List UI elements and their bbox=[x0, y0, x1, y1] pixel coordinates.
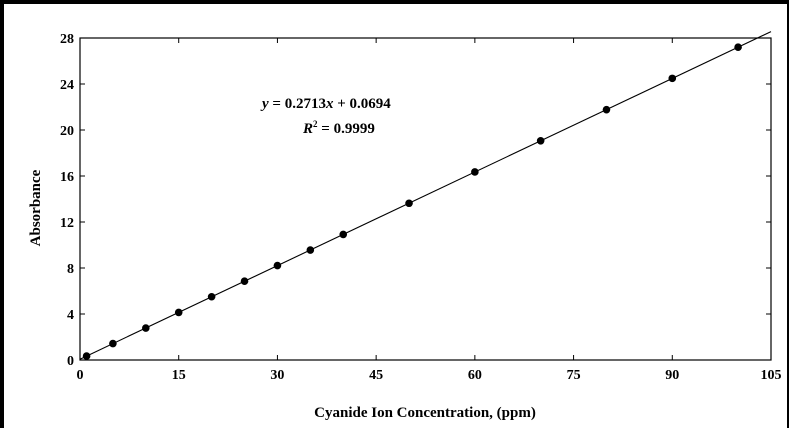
data-point bbox=[471, 168, 479, 176]
x-tick-label: 105 bbox=[761, 368, 782, 383]
y-tick-label: 24 bbox=[60, 78, 74, 93]
y-tick-label: 20 bbox=[60, 124, 74, 139]
data-point bbox=[273, 261, 282, 270]
data-point bbox=[405, 199, 413, 208]
data-point bbox=[602, 105, 611, 114]
y-tick-label: 4 bbox=[67, 308, 74, 323]
trendline bbox=[79, 31, 772, 360]
data-point bbox=[668, 74, 677, 83]
data-point bbox=[142, 324, 150, 332]
data-point bbox=[734, 43, 742, 51]
y-tick-label: 12 bbox=[60, 216, 74, 231]
plot-area bbox=[79, 37, 772, 361]
y-tick-label: 8 bbox=[67, 262, 74, 277]
x-tick-label: 75 bbox=[567, 368, 581, 383]
data-points bbox=[82, 43, 742, 360]
plot-border bbox=[79, 37, 772, 361]
trendline-group bbox=[79, 31, 772, 360]
r-squared-label: R2 = 0.9999 bbox=[302, 119, 375, 137]
x-axis-ticks: 0 15 30 45 60 75 90 105 bbox=[77, 38, 782, 383]
data-point bbox=[306, 246, 315, 254]
x-tick-label: 45 bbox=[369, 368, 383, 383]
y-tick-label: 28 bbox=[60, 32, 74, 47]
y-tick-label: 0 bbox=[67, 354, 74, 369]
x-tick-label: 15 bbox=[172, 368, 186, 383]
data-point bbox=[536, 137, 545, 145]
data-point bbox=[82, 352, 91, 360]
x-tick-label: 30 bbox=[270, 368, 284, 383]
y-axis-ticks: 0 4 8 12 16 20 24 28 bbox=[60, 32, 771, 369]
data-point bbox=[240, 277, 249, 286]
y-tick-label: 16 bbox=[60, 170, 74, 185]
x-tick-label: 90 bbox=[665, 368, 679, 383]
x-tick-label: 0 bbox=[77, 368, 84, 383]
trendline-equation: y = 0.2713x + 0.0694 bbox=[260, 96, 391, 112]
data-point bbox=[339, 230, 348, 239]
x-tick-label: 60 bbox=[468, 368, 482, 383]
data-point bbox=[207, 292, 216, 301]
data-point bbox=[109, 339, 117, 348]
data-point bbox=[174, 308, 183, 317]
y-axis-title: Absorbance bbox=[28, 169, 44, 246]
x-axis-title: Cyanide Ion Concentration, (ppm) bbox=[314, 405, 536, 421]
